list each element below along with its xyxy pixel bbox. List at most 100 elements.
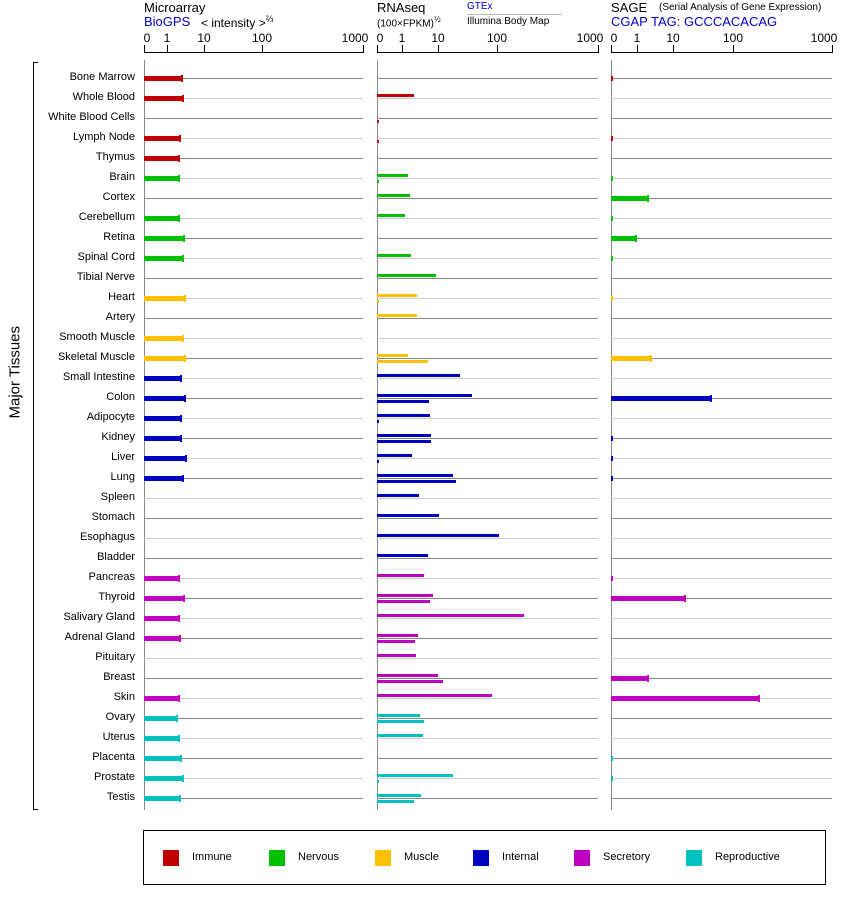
sage-gridline	[611, 158, 832, 159]
microarray-gridline	[144, 118, 363, 119]
rnaseq-gtex-bar	[377, 274, 436, 277]
biogps-link[interactable]: BioGPS	[144, 14, 191, 29]
sage-bar	[611, 196, 648, 201]
tissue-label: Small Intestine	[62, 371, 135, 383]
sage-gridline	[611, 178, 832, 179]
microarray-bar	[144, 576, 179, 581]
sage-bar	[611, 576, 613, 581]
rnaseq-gtex-bar	[377, 674, 438, 677]
rnaseq-gtex-bar	[377, 174, 409, 177]
rnaseq-illumina-bar	[377, 140, 379, 143]
sage-gridline	[611, 398, 832, 399]
sage-bar-cap	[684, 595, 687, 602]
microarray-tick-label: 0	[143, 31, 151, 45]
rnaseq-gridline	[377, 598, 598, 599]
microarray-gridline	[144, 358, 363, 359]
microarray-gridline	[144, 798, 363, 799]
tissue-label: Cortex	[102, 191, 135, 203]
microarray-bar	[144, 696, 179, 701]
nervous-legend-label: Nervous	[298, 851, 339, 863]
rnaseq-gtex-bar	[377, 414, 430, 417]
tissue-label: Pancreas	[88, 571, 135, 583]
tissue-label: Adrenal Gland	[64, 631, 135, 643]
microarray-gridline	[144, 258, 363, 259]
microarray-tick-label: 100	[251, 31, 273, 45]
sage-gridline	[611, 658, 832, 659]
rnaseq-gridline	[377, 238, 598, 239]
tissue-label: Bone Marrow	[69, 71, 135, 83]
sage-bar	[611, 176, 613, 181]
microarray-bar-cap	[177, 155, 180, 162]
rnaseq-gridline	[377, 798, 598, 799]
sage-gridline	[611, 438, 832, 439]
secretory-legend-label: Secretory	[603, 851, 651, 863]
sage-gridline	[611, 198, 832, 199]
reproductive-legend-label: Reproductive	[715, 851, 780, 863]
rnaseq-gtex-bar	[377, 194, 411, 197]
microarray-bar	[144, 476, 183, 481]
rnaseq-tick	[377, 45, 378, 53]
rnaseq-gridline	[377, 398, 598, 399]
rnaseq-gridline	[377, 578, 598, 579]
rnaseq-unit-text: (100×FPKM)	[377, 18, 434, 30]
group-bracket-bottom	[33, 809, 38, 810]
rnaseq-illumina-bar	[377, 720, 425, 723]
microarray-bar	[144, 76, 182, 81]
rnaseq-gridline	[377, 438, 598, 439]
rnaseq-illumina-bar	[377, 360, 429, 363]
microarray-gridline	[144, 578, 363, 579]
microarray-bar-cap	[178, 795, 181, 802]
rnaseq-tick-label: 100	[486, 31, 508, 45]
tissue-label: Tibial Nerve	[76, 271, 135, 283]
sage-bar	[611, 456, 613, 461]
cgap-tag-link[interactable]: CGAP TAG: GCCCACACAG	[611, 14, 778, 29]
tissue-label: Thyroid	[98, 591, 135, 603]
rnaseq-gtex-bar	[377, 734, 423, 737]
microarray-bar-cap	[180, 75, 183, 82]
rnaseq-gridline	[377, 378, 598, 379]
gtex-link[interactable]: GTEx	[467, 1, 493, 12]
rnaseq-gridline	[377, 278, 598, 279]
rnaseq-tick	[598, 45, 599, 53]
sage-bar	[611, 136, 613, 141]
microarray-gridline	[144, 458, 363, 459]
microarray-tick	[262, 45, 263, 53]
microarray-bar-cap	[177, 615, 180, 622]
rnaseq-gridline	[377, 618, 598, 619]
rnaseq-illumina-bar	[377, 680, 444, 683]
sage-bar-cap	[646, 195, 649, 202]
sage-title: SAGE	[611, 0, 648, 15]
sage-gridline	[611, 338, 832, 339]
sage-bar-cap	[710, 395, 712, 402]
immune-legend-swatch	[163, 850, 179, 866]
microarray-gridline	[144, 758, 363, 759]
rnaseq-gtex-bar	[377, 474, 454, 477]
microarray-bar	[144, 336, 183, 341]
rnaseq-illumina-bar	[377, 460, 379, 463]
microarray-gridline	[144, 158, 363, 159]
rnaseq-gridline	[377, 78, 598, 79]
sage-gridline	[611, 298, 832, 299]
sage-vertical-axis	[611, 60, 612, 810]
microarray-bar-cap	[178, 135, 181, 142]
microarray-bar	[144, 736, 179, 741]
microarray-gridline	[144, 678, 363, 679]
tissue-label: Smooth Muscle	[59, 331, 135, 343]
sage-gridline	[611, 758, 832, 759]
microarray-bar-cap	[177, 215, 180, 222]
tissue-label: Placenta	[92, 751, 135, 763]
rnaseq-gridline	[377, 198, 598, 199]
rnaseq-gridline	[377, 638, 598, 639]
microarray-unit-text: < intensity >	[201, 16, 266, 30]
rnaseq-gridline	[377, 158, 598, 159]
internal-legend-swatch	[473, 850, 489, 866]
sage-gridline	[611, 598, 832, 599]
rnaseq-gridline	[377, 358, 598, 359]
microarray-tick	[144, 45, 145, 53]
sage-tick	[673, 45, 674, 53]
microarray-gridline	[144, 218, 363, 219]
sage-bar	[611, 696, 759, 701]
microarray-bar-cap	[177, 575, 180, 582]
tissue-label: Lung	[110, 471, 135, 483]
